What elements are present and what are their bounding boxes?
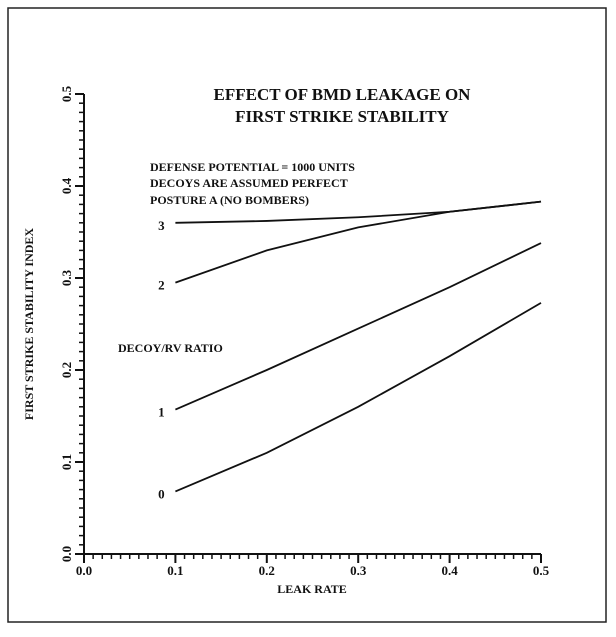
x-axis-label: LEAK RATE xyxy=(277,582,346,596)
series-label: 0 xyxy=(158,486,165,501)
series-label: 1 xyxy=(158,405,165,420)
y-tick-label: 0.3 xyxy=(59,269,74,286)
series-line xyxy=(175,242,542,411)
x-tick-label: 0.5 xyxy=(533,563,550,578)
series-label: 3 xyxy=(158,218,165,233)
x-tick-label: 0.0 xyxy=(76,563,92,578)
chart-title: FIRST STRIKE STABILITY xyxy=(235,107,449,126)
series-line xyxy=(175,302,542,493)
series-label: 2 xyxy=(158,278,165,293)
annotation: POSTURE A (NO BOMBERS) xyxy=(150,193,309,207)
x-tick-label: 0.4 xyxy=(441,563,458,578)
x-tick-label: 0.3 xyxy=(350,563,367,578)
series-line xyxy=(175,200,542,284)
annotation: DECOYS ARE ASSUMED PERFECT xyxy=(150,176,348,190)
annotation: DEFENSE POTENTIAL = 1000 UNITS xyxy=(150,160,355,174)
y-axis-label: FIRST STRIKE STABILITY INDEX xyxy=(22,228,36,421)
x-tick-label: 0.2 xyxy=(259,563,275,578)
y-tick-label: 0.5 xyxy=(59,85,74,102)
frame xyxy=(7,7,607,623)
y-tick-label: 0.2 xyxy=(59,362,74,378)
y-tick-label: 0.0 xyxy=(59,546,74,562)
x-tick-label: 0.1 xyxy=(167,563,183,578)
chart-title: EFFECT OF BMD LEAKAGE ON xyxy=(214,85,472,104)
y-tick-label: 0.4 xyxy=(59,177,74,194)
legend-title: DECOY/RV RATIO xyxy=(118,341,223,355)
y-tick-label: 0.1 xyxy=(59,454,74,470)
